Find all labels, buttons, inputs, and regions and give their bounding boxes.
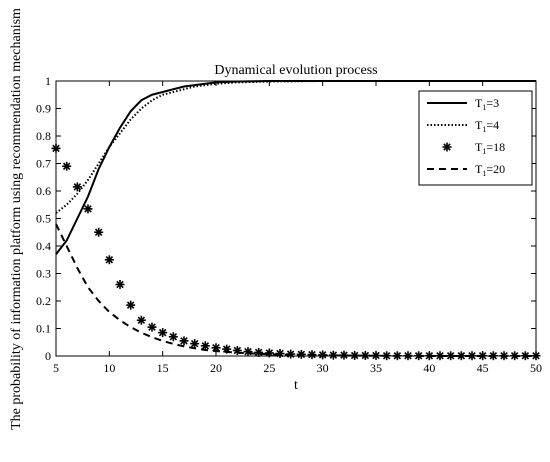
legend-label: T1=4	[475, 118, 499, 134]
data-point	[179, 336, 189, 346]
legend-label: T1=18	[475, 140, 505, 156]
data-point	[200, 341, 210, 351]
series-layer	[51, 80, 541, 361]
data-point	[158, 328, 168, 338]
data-point	[126, 300, 136, 310]
data-point	[51, 143, 61, 153]
y-tick-label: 0.2	[36, 294, 51, 308]
data-point	[104, 255, 114, 265]
series-line-t1-20	[55, 223, 536, 357]
y-axis: 0 0.1 0.2 0.3 0.4 0.5 0.6 0.7 0.8 0.9 1	[36, 74, 536, 363]
data-point	[168, 332, 178, 342]
x-tick-label: 35	[370, 361, 382, 375]
data-point	[467, 351, 477, 361]
x-axis-title: t	[294, 378, 298, 393]
x-tick-label: 30	[317, 361, 329, 375]
y-tick-label: 0.8	[36, 129, 51, 143]
data-point	[264, 348, 274, 358]
data-point	[94, 227, 104, 237]
x-tick-label: 20	[210, 361, 222, 375]
y-tick-label: 0.1	[36, 322, 51, 336]
y-tick-label: 1	[45, 74, 51, 88]
x-tick-label: 15	[157, 361, 169, 375]
x-tick-label: 45	[477, 361, 489, 375]
chart-title: Dynamical evolution process	[214, 63, 377, 78]
legend-marker	[442, 142, 452, 152]
y-axis-title: The probability of information platform …	[9, 8, 24, 430]
data-point	[531, 351, 541, 361]
data-point	[136, 315, 146, 325]
legend-label: T1=20	[475, 162, 505, 178]
y-tick-label: 0.3	[36, 267, 51, 281]
y-tick-label: 0.6	[36, 184, 51, 198]
y-tick-label: 0.4	[36, 239, 51, 253]
y-tick-label: 0.5	[36, 212, 51, 226]
x-tick-label: 25	[263, 361, 275, 375]
data-point	[147, 322, 157, 332]
data-point	[72, 182, 82, 192]
legend: T1=3 T1=4 T1=18 T1=20	[418, 90, 533, 186]
x-tick-label: 50	[530, 361, 542, 375]
legend-box	[418, 90, 533, 186]
y-tick-label: 0	[45, 349, 51, 363]
y-tick-label: 0.7	[36, 157, 51, 171]
data-point	[115, 280, 125, 289]
data-point	[83, 204, 93, 214]
legend-label: T1=3	[475, 96, 499, 112]
series-line-t1-4	[55, 80, 536, 214]
x-tick-label: 10	[103, 361, 115, 375]
data-point	[371, 350, 381, 360]
series-t1-18	[51, 143, 541, 361]
data-point	[62, 161, 72, 171]
data-point	[190, 339, 200, 349]
data-point	[254, 347, 264, 357]
x-tick-label: 5	[53, 361, 59, 375]
data-point	[243, 347, 253, 357]
x-tick-label: 40	[423, 361, 435, 375]
y-tick-label: 0.9	[36, 102, 51, 116]
